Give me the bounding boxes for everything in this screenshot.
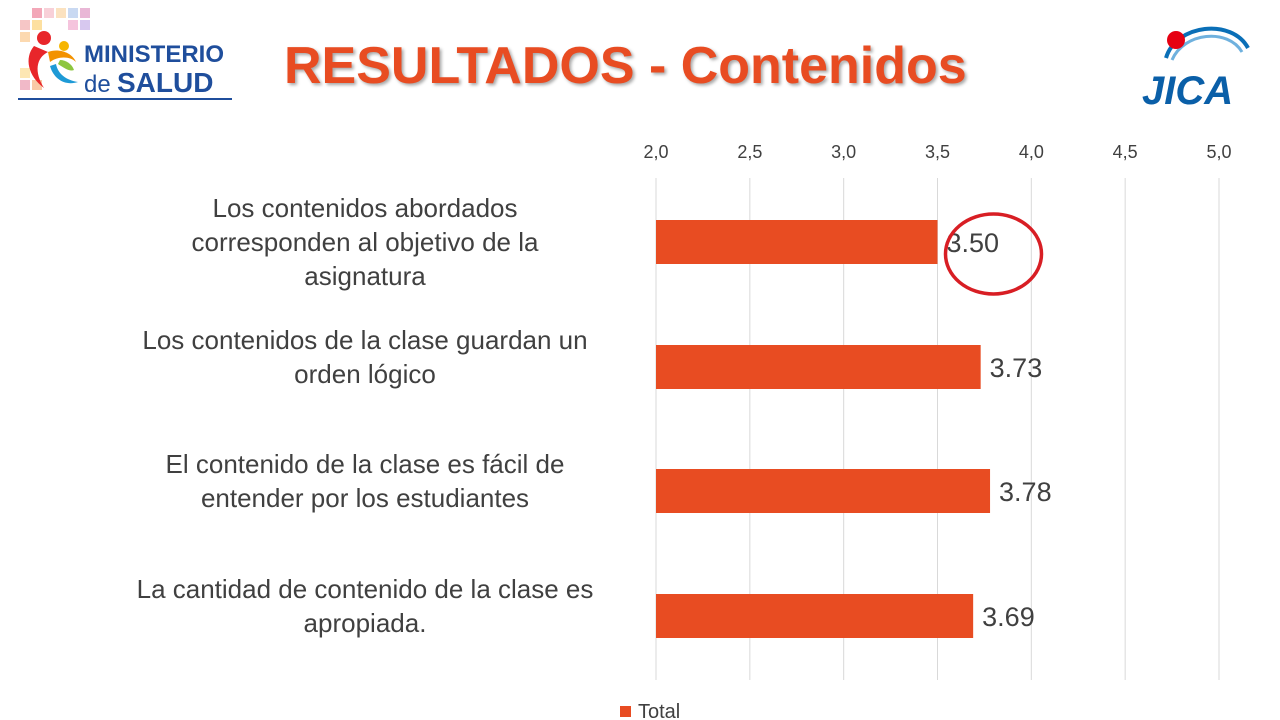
category-labels: Los contenidos abordados corresponden al …: [137, 193, 594, 638]
bar: [656, 345, 981, 389]
legend-label: Total: [638, 701, 680, 720]
jica-logo: JICA: [1142, 26, 1250, 113]
x-tick-label: 3,5: [925, 142, 950, 162]
category-label: orden lógico: [294, 359, 436, 389]
category-label: Los contenidos abordados: [212, 193, 517, 223]
bar: [656, 220, 938, 264]
category-label: asignatura: [304, 261, 426, 291]
x-tick-label: 5,0: [1206, 142, 1231, 162]
heart-figure-icon: [28, 31, 78, 88]
bar: [656, 594, 974, 638]
bar: [656, 469, 991, 513]
jica-red-dot: [1167, 31, 1185, 49]
category-label: El contenido de la clase es fácil de: [166, 449, 565, 479]
x-axis-tick-labels: 2,0 2,5 3,0 3,5 4,0 4,5 5,0: [643, 142, 1231, 162]
logo-text-salud: SALUD: [117, 67, 213, 98]
logo-underline: [18, 98, 232, 100]
logo-text-de: de: [84, 71, 111, 98]
data-labels: 3.50 3.73 3.78 3.69: [943, 212, 1052, 632]
x-tick-label: 4,5: [1113, 142, 1138, 162]
legend: Total: [620, 701, 680, 720]
logo-text-ministerio: MINISTERIO: [84, 41, 224, 68]
x-tick-label: 3,0: [831, 142, 856, 162]
data-label: 3.78: [999, 477, 1052, 507]
data-label: 3.69: [982, 602, 1035, 632]
x-tick-label: 2,0: [643, 142, 668, 162]
jica-swoosh: [1164, 26, 1250, 59]
category-label: entender por los estudiantes: [201, 483, 529, 513]
logo-mosaic: [20, 8, 90, 90]
data-label: 3.73: [990, 353, 1043, 383]
category-label: corresponden al objetivo de la: [192, 227, 539, 257]
bars: [656, 220, 991, 638]
legend-swatch: [620, 706, 631, 717]
page-title: RESULTADOS - Contenidos: [284, 37, 967, 95]
category-label: La cantidad de contenido de la clase es: [137, 574, 594, 604]
data-label: 3.50: [947, 228, 1000, 258]
x-tick-label: 4,0: [1019, 142, 1044, 162]
ministerio-de-salud-logo: MINISTERIO de SALUD: [18, 8, 232, 100]
logo-text-jica: JICA: [1142, 69, 1233, 113]
category-label: apropiada.: [304, 608, 427, 638]
category-label: Los contenidos de la clase guardan un: [142, 325, 587, 355]
highlight-circle: [943, 212, 1044, 296]
x-tick-label: 2,5: [737, 142, 762, 162]
